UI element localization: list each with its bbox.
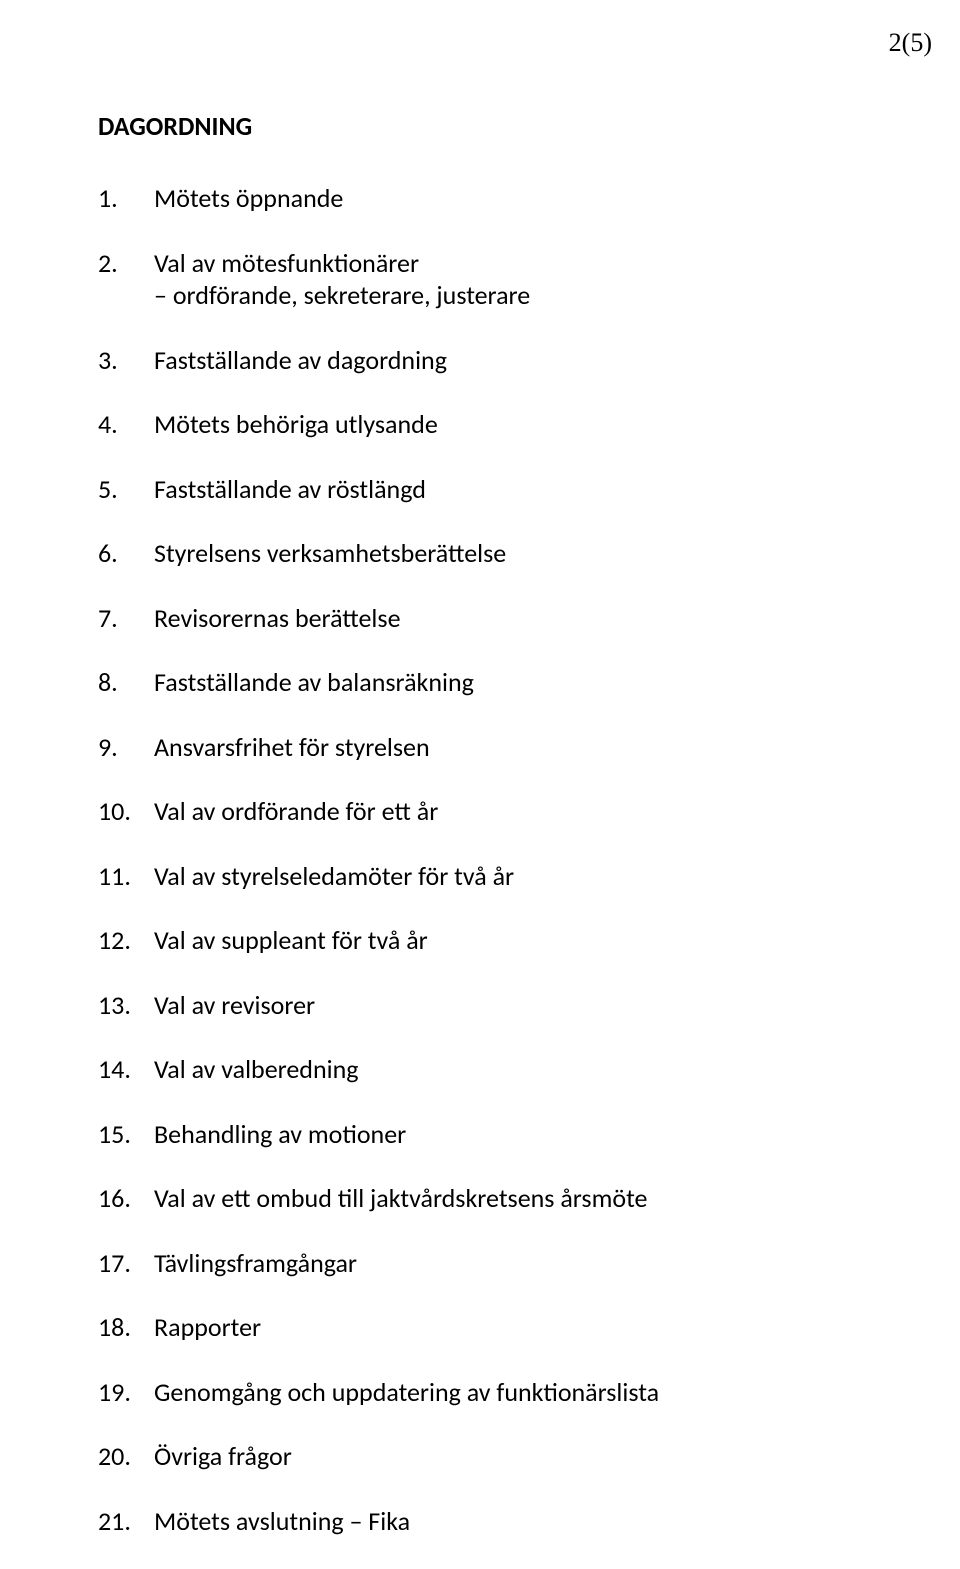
agenda-list: 1.Mötets öppnande 2.Val av mötesfunktionä…	[98, 182, 880, 1537]
agenda-item-text: Genomgång och uppdatering av funktionärs…	[154, 1376, 880, 1409]
agenda-item-main: Övriga frågor	[154, 1440, 292, 1472]
agenda-item: 18.Rapporter	[98, 1311, 880, 1344]
agenda-item-main: Tävlingsframgångar	[154, 1247, 357, 1279]
agenda-item: 13.Val av revisorer	[98, 989, 880, 1022]
agenda-item: 1.Mötets öppnande	[98, 182, 880, 215]
agenda-item-number: 20.	[98, 1440, 154, 1473]
agenda-item-text: Revisorernas berättelse	[154, 602, 880, 635]
content-area: DAGORDNING 1.Mötets öppnande 2.Val av möt…	[98, 110, 880, 1569]
agenda-item-number: 10.	[98, 795, 154, 828]
agenda-item-main: Fastställande av röstlängd	[154, 473, 426, 505]
agenda-item-number: 13.	[98, 989, 154, 1022]
agenda-item-number: 4.	[98, 408, 154, 441]
agenda-item-number: 9.	[98, 731, 154, 764]
agenda-item-number: 17.	[98, 1247, 154, 1280]
agenda-item: 20.Övriga frågor	[98, 1440, 880, 1473]
agenda-item-text: Övriga frågor	[154, 1440, 880, 1473]
agenda-item: 16.Val av ett ombud till jaktvårdskretse…	[98, 1182, 880, 1215]
agenda-item-text: Behandling av motioner	[154, 1118, 880, 1151]
agenda-item-number: 3.	[98, 344, 154, 377]
agenda-item-number: 6.	[98, 537, 154, 570]
agenda-item-text: Val av revisorer	[154, 989, 880, 1022]
agenda-item-text: Val av ett ombud till jaktvårdskretsens …	[154, 1182, 880, 1215]
page-number: 2(5)	[889, 28, 932, 58]
agenda-item: 7.Revisorernas berättelse	[98, 602, 880, 635]
agenda-item-main: Fastställande av balansräkning	[154, 666, 474, 698]
agenda-item-text: Val av styrelseledamöter för två år	[154, 860, 880, 893]
agenda-item-subline: – ordförande, sekreterare, justerare	[154, 279, 880, 312]
agenda-item-number: 1.	[98, 182, 154, 215]
agenda-item-main: Genomgång och uppdatering av funktionärs…	[154, 1376, 659, 1408]
agenda-item: 6.Styrelsens verksamhetsberättelse	[98, 537, 880, 570]
agenda-item: 15.Behandling av motioner	[98, 1118, 880, 1151]
agenda-item: 9.Ansvarsfrihet för styrelsen	[98, 731, 880, 764]
agenda-item-text: Styrelsens verksamhetsberättelse	[154, 537, 880, 570]
agenda-item: 11.Val av styrelseledamöter för två år	[98, 860, 880, 893]
agenda-item-number: 7.	[98, 602, 154, 635]
agenda-item-text: Val av ordförande för ett år	[154, 795, 880, 828]
agenda-item-text: Ansvarsfrihet för styrelsen	[154, 731, 880, 764]
agenda-item-text: Mötets behöriga utlysande	[154, 408, 880, 441]
agenda-item-text: Mötets öppnande	[154, 182, 880, 215]
agenda-item-number: 21.	[98, 1505, 154, 1538]
agenda-item-number: 15.	[98, 1118, 154, 1151]
agenda-item-main: Ansvarsfrihet för styrelsen	[154, 731, 430, 763]
agenda-item-number: 19.	[98, 1376, 154, 1409]
agenda-item: 8.Fastställande av balansräkning	[98, 666, 880, 699]
agenda-item-main: Val av ordförande för ett år	[154, 795, 438, 827]
agenda-item-number: 16.	[98, 1182, 154, 1215]
agenda-item-main: Revisorernas berättelse	[154, 602, 401, 634]
agenda-item: 10.Val av ordförande för ett år	[98, 795, 880, 828]
agenda-item: 17.Tävlingsframgångar	[98, 1247, 880, 1280]
agenda-item-main: Fastställande av dagordning	[154, 344, 447, 376]
agenda-item-text: Tävlingsframgångar	[154, 1247, 880, 1280]
agenda-item: 3.Fastställande av dagordning	[98, 344, 880, 377]
page: 2(5) DAGORDNING 1.Mötets öppnande2.Val a…	[0, 0, 960, 1464]
agenda-item-number: 11.	[98, 860, 154, 893]
agenda-item-number: 2.	[98, 247, 154, 280]
agenda-item-number: 14.	[98, 1053, 154, 1086]
agenda-item-number: 12.	[98, 924, 154, 957]
agenda-item: 4.Mötets behöriga utlysande	[98, 408, 880, 441]
page-title: DAGORDNING	[98, 110, 880, 142]
agenda-item-number: 18.	[98, 1311, 154, 1344]
agenda-item-main: Styrelsens verksamhetsberättelse	[154, 537, 506, 569]
agenda-item-text: Rapporter	[154, 1311, 880, 1344]
agenda-item: 2.Val av mötesfunktionärer– ordförande, …	[98, 247, 880, 312]
agenda-item-main: Val av ett ombud till jaktvårdskretsens …	[154, 1182, 647, 1214]
agenda-item-text: Fastställande av balansräkning	[154, 666, 880, 699]
agenda-item-number: 5.	[98, 473, 154, 506]
agenda-item-text: Fastställande av röstlängd	[154, 473, 880, 506]
agenda-item-main: Mötets behöriga utlysande	[154, 408, 438, 440]
agenda-item: 21.Mötets avslutning – Fika	[98, 1505, 880, 1538]
agenda-item: 14.Val av valberedning	[98, 1053, 880, 1086]
agenda-item-main: Rapporter	[154, 1311, 261, 1343]
agenda-item-main: Val av revisorer	[154, 989, 315, 1021]
agenda-item-text: Val av valberedning	[154, 1053, 880, 1086]
agenda-item-main: Val av suppleant för två år	[154, 924, 428, 956]
agenda-item-text: Mötets avslutning – Fika	[154, 1505, 880, 1538]
agenda-item-main: Mötets avslutning – Fika	[154, 1505, 410, 1537]
agenda-item-text: Val av mötesfunktionärer– ordförande, se…	[154, 247, 880, 312]
agenda-item: 12. Val av suppleant för två år	[98, 924, 880, 957]
agenda-item: 19.Genomgång och uppdatering av funktion…	[98, 1376, 880, 1409]
agenda-item-main: Val av mötesfunktionärer	[154, 247, 419, 279]
agenda-item-main: Val av styrelseledamöter för två år	[154, 860, 514, 892]
agenda-item-main: Behandling av motioner	[154, 1118, 406, 1150]
agenda-item-main: Val av valberedning	[154, 1053, 358, 1085]
agenda-item-text: Fastställande av dagordning	[154, 344, 880, 377]
agenda-item: 5.Fastställande av röstlängd	[98, 473, 880, 506]
agenda-item-number: 8.	[98, 666, 154, 699]
agenda-item-main: Mötets öppnande	[154, 182, 343, 214]
agenda-item-text: Val av suppleant för två år	[154, 924, 880, 957]
